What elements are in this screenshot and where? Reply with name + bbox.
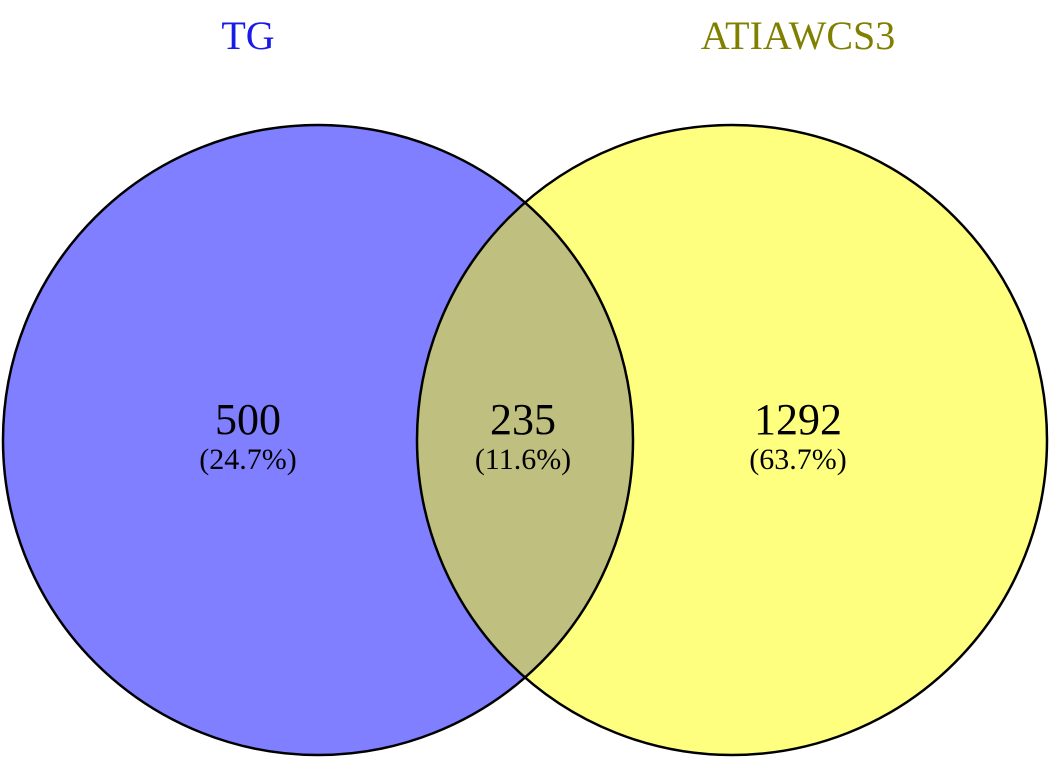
region-count: 1292 [754,395,842,444]
set-title: ATIAWCS3 [701,13,896,58]
set-outline [1,123,635,757]
region-percent: (24.7%) [199,443,296,476]
region-percent: (11.6%) [475,443,571,476]
set-circle [417,125,1047,755]
region-count: 500 [215,395,281,444]
set-title: TG [221,13,274,58]
region-percent: (63.7%) [749,443,846,476]
set-outline [415,123,1049,757]
region-count: 235 [490,395,556,444]
